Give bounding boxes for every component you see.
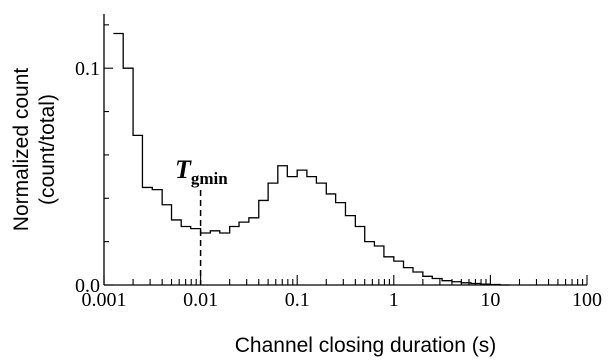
x-tick-label: 1 — [389, 289, 399, 311]
x-tick-label: 0.1 — [285, 289, 310, 311]
x-tick-label: 100 — [572, 289, 602, 311]
x-tick-label: 0.01 — [183, 289, 218, 311]
x-tick-label: 0.001 — [82, 289, 127, 311]
y-tick-label: 0.0 — [75, 275, 100, 297]
y-tick-label: 0.1 — [75, 58, 100, 80]
histogram-series — [113, 32, 510, 286]
y-axis-title-line1: Normalized count — [10, 68, 33, 232]
x-tick-labels: 0.001 0.01 0.1 1 10 100 — [82, 289, 603, 311]
y-axis-title-line2: (count/total) — [36, 94, 59, 205]
x-tick-label: 10 — [480, 289, 500, 311]
x-axis-title: Channel closing duration (s) — [235, 334, 496, 357]
y-tick-labels: 0.0 0.1 — [75, 58, 100, 297]
tgmin-label: Tgmin — [175, 155, 228, 188]
